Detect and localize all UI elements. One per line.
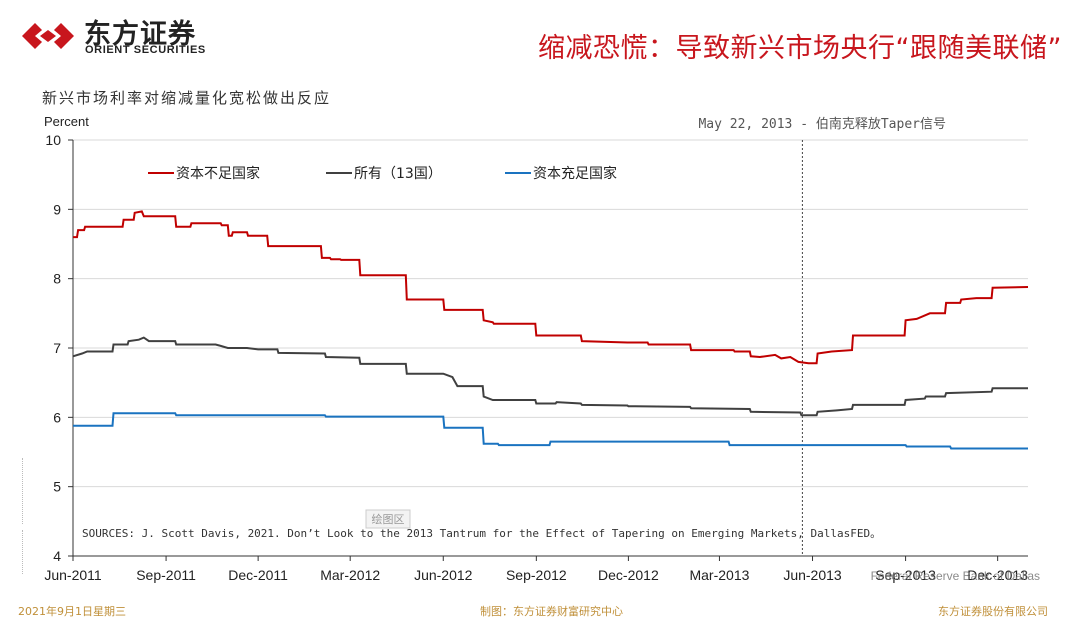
chart-title: 新兴市场利率对缩减量化宽松做出反应 xyxy=(42,89,332,107)
series-line-3 xyxy=(73,412,1028,450)
orient-securities-logo-icon xyxy=(22,23,74,49)
x-tick-label: Sep-2013 xyxy=(875,567,936,583)
x-tick-label: Jun-2013 xyxy=(783,567,842,583)
legend-label: 资本充足国家 xyxy=(533,165,617,182)
y-tick-label: 6 xyxy=(53,409,61,425)
legend-label: 资本不足国家 xyxy=(176,165,260,182)
left-dotted-rule xyxy=(22,530,23,574)
x-tick-label: Sep-2012 xyxy=(506,567,567,583)
annotation-label: May 22, 2013 - 伯南克释放Taper信号 xyxy=(698,116,946,132)
watermark-label: 绘图区 xyxy=(372,512,405,526)
x-tick-label: Dec-2011 xyxy=(228,567,288,583)
source-note: SOURCES: J. Scott Davis, 2021. Don’t Loo… xyxy=(82,527,881,540)
y-tick-label: 8 xyxy=(53,271,61,287)
x-tick-label: Mar-2012 xyxy=(320,567,380,583)
x-tick-label: Jun-2012 xyxy=(414,567,473,583)
logo-english-name: ORIENT SECURITIES xyxy=(85,44,206,56)
logo-chinese-name: 东方证券 xyxy=(84,19,196,50)
series-line-1 xyxy=(73,210,1029,365)
slide-header: 东方证券 ORIENT SECURITIES 缩减恐慌：导致新兴市场央行“跟随美… xyxy=(0,0,1080,70)
y-tick-label: 7 xyxy=(53,340,61,356)
y-axis-label: Percent xyxy=(44,114,89,129)
series-line-2 xyxy=(72,336,1028,417)
legend-label: 所有（13国） xyxy=(354,166,442,182)
x-tick-label: Mar-2013 xyxy=(689,567,749,583)
footer-company: 东方证券股份有限公司 xyxy=(938,605,1048,618)
y-tick-label: 10 xyxy=(45,132,61,148)
y-tick-label: 9 xyxy=(53,201,61,217)
y-tick-label: 4 xyxy=(53,548,61,564)
slide-title: 缩减恐慌：导致新兴市场央行“跟随美联储” xyxy=(538,33,1062,64)
watermark-box xyxy=(365,509,411,529)
footer-maker: 制图：东方证券财富研究中心 xyxy=(480,605,623,618)
x-tick-label: Jun-2011 xyxy=(44,567,102,583)
overlay-text: Federal Reserve Bank of Dallas xyxy=(871,569,1040,583)
x-tick-label: Sep-2011 xyxy=(136,567,196,583)
footer-date: 2021年9月1日星期三 xyxy=(18,605,126,618)
x-tick-label: Dec-2013 xyxy=(967,567,1028,583)
x-tick-label: Dec-2012 xyxy=(598,567,659,583)
y-tick-label: 5 xyxy=(53,479,61,495)
left-dotted-rule xyxy=(22,458,23,524)
